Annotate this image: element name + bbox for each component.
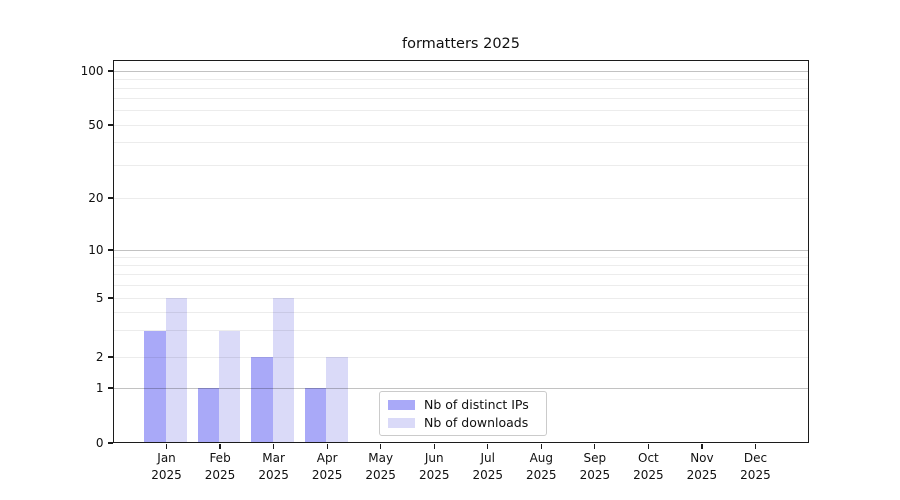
- y-minor-gridline: [113, 256, 809, 258]
- bar-distinct-ips: [304, 388, 327, 443]
- x-tick: [326, 443, 328, 449]
- x-tick-label: Dec 2025: [740, 451, 771, 482]
- legend-label-downloads: Nb of downloads: [424, 415, 529, 430]
- y-tick: [107, 387, 113, 389]
- y-tick-label: 100: [80, 64, 104, 78]
- y-tick: [107, 356, 113, 358]
- x-tick-label: Sep 2025: [579, 451, 611, 482]
- y-gridline: [113, 356, 809, 358]
- x-tick: [380, 443, 382, 449]
- x-tick: [433, 443, 435, 449]
- legend-entry-distinct-ips: Nb of distinct IPs: [380, 397, 546, 412]
- y-tick-label: 2: [95, 350, 104, 364]
- y-minor-gridline: [113, 78, 809, 80]
- y-tick-label: 0: [95, 436, 104, 450]
- distinct-ips-swatch: [388, 399, 415, 410]
- plot-frame: [113, 60, 809, 443]
- y-gridline: [113, 249, 809, 251]
- x-tick: [219, 443, 221, 449]
- x-tick: [487, 443, 489, 449]
- y-minor-gridline: [113, 110, 809, 112]
- chart-title: formatters 2025: [401, 36, 520, 52]
- y-minor-gridline: [113, 274, 809, 276]
- x-tick-label: Oct 2025: [633, 451, 664, 482]
- plot-area: [113, 60, 809, 443]
- x-tick-label: Jan 2025: [151, 451, 182, 482]
- x-tick: [754, 443, 757, 449]
- legend-label-distinct-ips: Nb of distinct IPs: [424, 397, 529, 412]
- bar-distinct-ips: [251, 357, 273, 443]
- y-tick: [107, 249, 113, 251]
- y-tick-label: 20: [88, 191, 104, 205]
- x-tick: [647, 443, 650, 449]
- x-tick: [272, 443, 275, 449]
- x-tick-label: Mar 2025: [258, 451, 289, 482]
- x-tick-label: Jun 2025: [418, 451, 450, 482]
- x-tick-label: Aug 2025: [526, 451, 557, 482]
- x-tick: [540, 443, 542, 449]
- x-tick: [594, 443, 596, 449]
- y-minor-gridline: [113, 264, 809, 266]
- y-gridline: [113, 124, 809, 126]
- bar-downloads: [219, 330, 241, 443]
- x-tick-label: Jul 2025: [472, 451, 504, 482]
- x-tick: [701, 443, 703, 449]
- y-gridline: [113, 297, 809, 299]
- x-tick-label: Nov 2025: [686, 451, 718, 482]
- bar-distinct-ips: [144, 330, 166, 443]
- y-minor-gridline: [113, 165, 809, 167]
- y-gridline: [113, 197, 809, 199]
- y-tick: [107, 70, 113, 72]
- y-tick: [107, 297, 113, 299]
- bar-downloads: [165, 298, 187, 443]
- y-tick: [107, 197, 113, 199]
- bar-downloads: [326, 357, 348, 443]
- y-tick-label: 5: [95, 291, 104, 305]
- y-minor-gridline: [113, 311, 809, 313]
- y-tick: [107, 442, 113, 444]
- y-minor-gridline: [113, 142, 809, 144]
- y-tick-label: 10: [88, 243, 104, 257]
- y-gridline: [113, 70, 809, 72]
- legend-entry-downloads: Nb of downloads: [380, 415, 546, 430]
- x-tick-label: May 2025: [365, 451, 396, 482]
- y-minor-gridline: [113, 98, 809, 100]
- y-minor-gridline: [113, 284, 809, 286]
- legend: Nb of distinct IPs Nb of downloads: [379, 391, 547, 436]
- y-tick-label: 50: [88, 118, 104, 132]
- y-minor-gridline: [113, 87, 809, 89]
- y-minor-gridline: [113, 330, 809, 332]
- y-tick: [107, 124, 113, 126]
- x-tick: [165, 443, 168, 449]
- downloads-swatch: [388, 417, 415, 428]
- y-tick-label: 1: [95, 381, 104, 395]
- bar-distinct-ips: [197, 388, 220, 443]
- bar-downloads: [272, 298, 294, 443]
- x-tick-label: Apr 2025: [311, 451, 343, 482]
- x-tick-label: Feb 2025: [204, 451, 236, 482]
- y-gridline: [113, 387, 809, 389]
